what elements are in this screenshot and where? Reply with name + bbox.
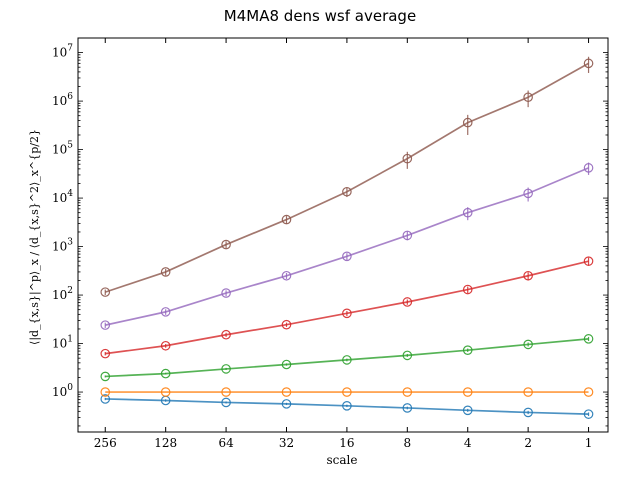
data-point xyxy=(160,387,171,397)
x-tick-label: 128 xyxy=(154,436,177,450)
y-tick-label: 100 xyxy=(52,383,73,399)
data-point xyxy=(583,387,594,397)
series-line xyxy=(105,338,589,378)
data-point xyxy=(523,92,533,103)
x-tick-label: 64 xyxy=(218,436,234,450)
data-point xyxy=(221,329,231,340)
data-point xyxy=(281,387,292,397)
plot-area xyxy=(77,37,609,433)
series-2 xyxy=(100,387,594,397)
data-point xyxy=(402,230,413,241)
x-tick-label: 16 xyxy=(339,436,354,450)
x-tick-label: 8 xyxy=(403,436,411,450)
x-axis-label: scale xyxy=(327,453,358,467)
data-point xyxy=(402,387,413,397)
data-point xyxy=(160,368,171,379)
data-point xyxy=(462,117,473,128)
data-point xyxy=(342,401,352,411)
data-point xyxy=(583,256,594,266)
series-4 xyxy=(100,256,594,359)
data-point xyxy=(160,340,171,351)
data-point xyxy=(100,348,111,359)
x-tick-label: 4 xyxy=(464,436,472,450)
data-point xyxy=(523,407,533,418)
data-point xyxy=(221,387,231,397)
y-axis-label: ⟨|d_{x,s}|^p⟩_x / ⟨d_{x,s}^2⟩_x^{p/2} xyxy=(28,129,42,345)
x-tick-label: 2 xyxy=(524,436,532,450)
data-point xyxy=(100,287,111,297)
data-point xyxy=(281,270,292,281)
data-point xyxy=(100,371,111,382)
data-point xyxy=(281,319,292,330)
series-3 xyxy=(100,334,594,382)
data-point xyxy=(342,251,352,262)
data-point xyxy=(342,308,352,319)
data-point xyxy=(402,350,413,361)
data-point xyxy=(583,334,594,344)
data-point xyxy=(160,307,171,317)
data-point xyxy=(462,345,473,355)
data-point xyxy=(100,394,111,404)
y-tick-label: 101 xyxy=(52,335,73,351)
data-point xyxy=(523,270,533,281)
data-point xyxy=(342,387,352,397)
x-axis: 256 128 64 32 16 8 4 2 1 xyxy=(94,38,593,450)
data-point xyxy=(281,359,292,370)
data-point xyxy=(281,399,292,409)
data-point xyxy=(462,284,473,295)
series-1 xyxy=(100,394,594,419)
series-6 xyxy=(100,56,594,297)
data-point xyxy=(583,163,594,173)
data-point xyxy=(100,320,111,330)
y-tick-label: 104 xyxy=(52,189,73,205)
chart-title: M4MA8 dens wsf average xyxy=(224,7,416,25)
y-tick-label: 103 xyxy=(52,238,73,254)
x-tick-label: 32 xyxy=(279,436,294,450)
y-tick-label: 107 xyxy=(52,44,73,60)
y-tick-label: 106 xyxy=(52,92,73,108)
plot-frame xyxy=(77,37,609,433)
series-5 xyxy=(100,162,594,330)
data-point xyxy=(523,339,533,350)
data-point xyxy=(402,153,413,164)
y-tick-label: 105 xyxy=(52,141,73,157)
data-point xyxy=(100,387,111,397)
data-point xyxy=(523,188,533,199)
data-point xyxy=(221,364,231,374)
data-point xyxy=(281,214,292,225)
data-point xyxy=(583,58,594,69)
data-point xyxy=(462,387,473,397)
data-point xyxy=(402,297,413,307)
data-point xyxy=(402,403,413,413)
data-point xyxy=(583,409,594,419)
data-point xyxy=(221,239,231,250)
x-tick-label: 256 xyxy=(94,436,117,450)
data-point xyxy=(342,186,352,197)
data-point xyxy=(221,288,231,298)
data-point xyxy=(523,387,533,397)
data-point xyxy=(342,355,352,365)
y-tick-label: 102 xyxy=(52,286,73,302)
data-point xyxy=(160,267,171,277)
series-layer xyxy=(100,56,594,419)
data-point xyxy=(221,397,231,408)
x-tick-label: 1 xyxy=(585,436,593,450)
data-point xyxy=(462,207,473,218)
data-point xyxy=(462,405,473,416)
